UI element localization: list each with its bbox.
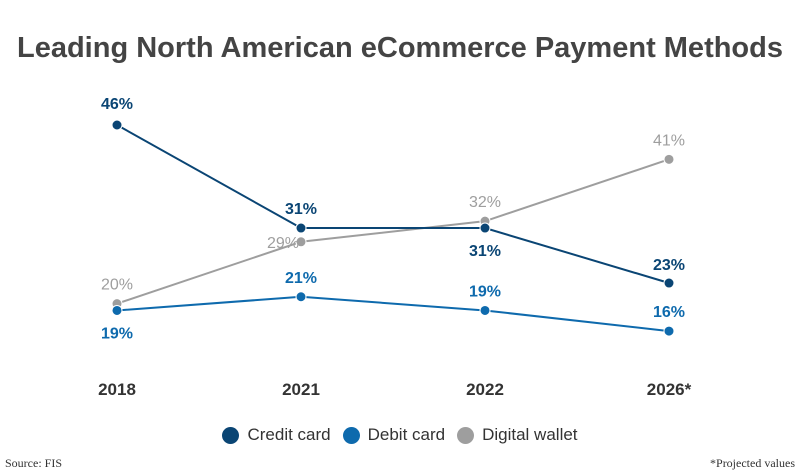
- x-tick-label: 2022: [466, 380, 504, 399]
- data-point: [479, 304, 491, 316]
- legend-label: Debit card: [367, 425, 446, 444]
- x-tick-label: 2021: [282, 380, 320, 399]
- data-point: [295, 291, 307, 303]
- data-label: 31%: [285, 201, 317, 218]
- data-point: [295, 222, 307, 234]
- data-label: 19%: [469, 283, 501, 300]
- legend-swatch: [457, 426, 475, 444]
- data-label: 29%: [267, 235, 299, 252]
- x-tick-label: 2026*: [647, 380, 692, 399]
- data-label: 16%: [653, 304, 685, 321]
- legend-label: Credit card: [247, 425, 331, 444]
- data-label: 32%: [469, 194, 501, 211]
- legend: Credit card Debit card Digital wallet: [0, 425, 800, 445]
- chart-title: Leading North American eCommerce Payment…: [17, 32, 783, 64]
- data-label: 21%: [285, 270, 317, 287]
- data-label: 23%: [653, 257, 685, 274]
- data-label: 41%: [653, 132, 685, 149]
- data-label: 46%: [101, 96, 133, 113]
- data-point: [663, 153, 675, 165]
- legend-item-credit-card[interactable]: Credit card: [222, 425, 331, 445]
- legend-swatch: [342, 426, 360, 444]
- data-point: [663, 277, 675, 289]
- data-point: [111, 304, 123, 316]
- data-point: [663, 325, 675, 337]
- data-label: 20%: [101, 277, 133, 294]
- series-line-debit-card: [116, 295, 670, 333]
- legend-item-debit-card[interactable]: Debit card: [342, 425, 446, 445]
- source-note: Source: FIS: [5, 456, 62, 470]
- data-point: [295, 236, 307, 248]
- legend-item-digital-wallet[interactable]: Digital wallet: [457, 425, 578, 445]
- legend-label: Digital wallet: [482, 425, 578, 444]
- x-tick-label: 2018: [98, 380, 136, 399]
- series-line-digital-wallet: [116, 158, 670, 305]
- data-label: 31%: [469, 243, 501, 260]
- data-point: [111, 119, 123, 131]
- projection-note: *Projected values: [710, 456, 795, 470]
- series-line-credit-card: [116, 124, 670, 284]
- data-point: [479, 222, 491, 234]
- data-label: 19%: [101, 325, 133, 342]
- legend-swatch: [222, 426, 240, 444]
